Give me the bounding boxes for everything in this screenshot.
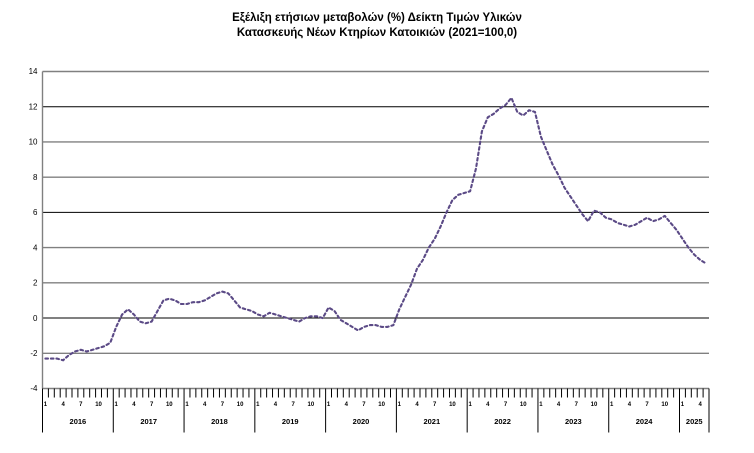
month-label: 4 — [345, 402, 349, 408]
month-label: 7 — [292, 402, 296, 408]
month-label: 4 — [274, 402, 278, 408]
year-label: 2018 — [211, 417, 228, 426]
month-label: 10 — [449, 402, 456, 408]
month-label: 1 — [256, 402, 260, 408]
y-axis-label: -2 — [30, 349, 38, 358]
month-label: 7 — [221, 402, 225, 408]
month-label: 4 — [132, 402, 136, 408]
chart-title-block: Εξέλιξη ετήσιων μεταβολών (%) Δείκτη Τιμ… — [0, 11, 754, 41]
month-label: 10 — [378, 402, 385, 408]
month-label: 10 — [237, 402, 244, 408]
month-label: 10 — [95, 402, 102, 408]
month-label: 7 — [575, 402, 579, 408]
month-label: 1 — [115, 402, 119, 408]
year-label: 2025 — [686, 417, 703, 426]
chart-subtitle: Κατασκευής Νέων Κτηρίων Κατοικιών (2021=… — [236, 27, 518, 39]
year-label: 2019 — [282, 417, 299, 426]
y-axis-label: 8 — [33, 173, 38, 182]
year-label: 2020 — [353, 417, 370, 426]
year-label: 2022 — [494, 417, 511, 426]
month-label: 4 — [557, 402, 561, 408]
month-label: 10 — [591, 402, 598, 408]
month-label: 4 — [698, 402, 702, 408]
y-axis-label: 14 — [29, 67, 38, 76]
y-axis-label: 12 — [29, 102, 38, 111]
month-label: 7 — [433, 402, 437, 408]
year-label: 2023 — [565, 417, 582, 426]
month-label: 7 — [362, 402, 366, 408]
month-label: 10 — [520, 402, 527, 408]
y-axis-label: 10 — [29, 138, 38, 147]
month-label: 4 — [415, 402, 419, 408]
month-label: 1 — [539, 402, 543, 408]
month-label: 4 — [203, 402, 207, 408]
y-axis-label: 0 — [33, 314, 38, 323]
y-axis-label: -4 — [30, 384, 38, 393]
month-label: 1 — [185, 402, 189, 408]
month-label: 1 — [610, 402, 614, 408]
month-label: 4 — [628, 402, 632, 408]
month-label: 10 — [308, 402, 315, 408]
month-label: 10 — [661, 402, 668, 408]
data-series-line — [44, 96, 708, 362]
year-label: 2024 — [636, 417, 654, 426]
month-label: 1 — [44, 402, 48, 408]
y-axis-label: 2 — [33, 279, 38, 288]
y-axis-label: 4 — [33, 243, 38, 252]
month-label: 7 — [79, 402, 83, 408]
month-label: 7 — [504, 402, 508, 408]
year-label: 2017 — [140, 417, 157, 426]
month-label: 1 — [327, 402, 331, 408]
month-label: 4 — [61, 402, 65, 408]
month-label: 7 — [150, 402, 154, 408]
month-label: 1 — [398, 402, 402, 408]
year-label: 2021 — [423, 417, 440, 426]
month-label: 4 — [486, 402, 490, 408]
chart-title: Εξέλιξη ετήσιων μεταβολών (%) Δείκτη Τιμ… — [232, 12, 522, 24]
month-label: 7 — [645, 402, 649, 408]
year-label: 2016 — [70, 417, 87, 426]
month-label: 10 — [166, 402, 173, 408]
month-label: 1 — [468, 402, 472, 408]
month-label: 1 — [681, 402, 685, 408]
y-axis-label: 6 — [33, 208, 38, 217]
